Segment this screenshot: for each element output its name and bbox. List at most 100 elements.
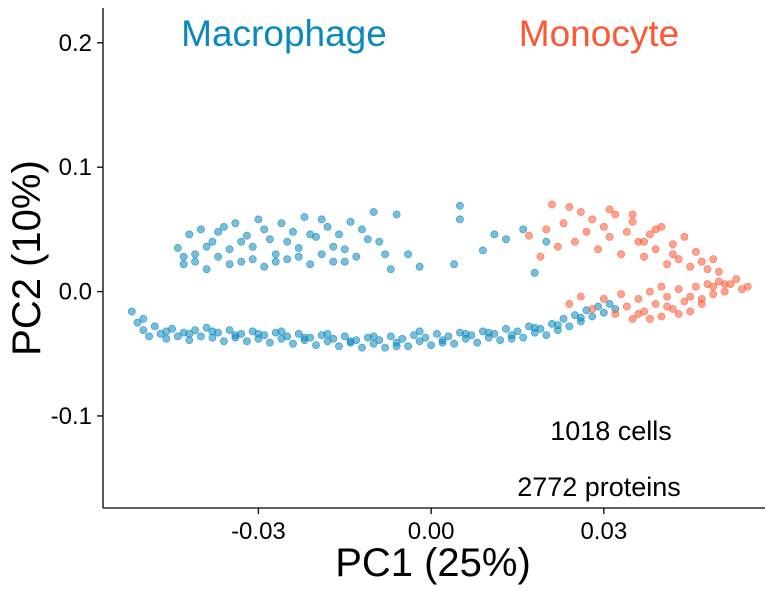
data-point-monocyte-2 [542, 225, 551, 234]
data-point-macrophage-144 [225, 260, 234, 269]
data-point-macrophage-94 [346, 337, 355, 346]
data-point-macrophage-32 [312, 341, 320, 349]
data-point-macrophage-124 [283, 255, 292, 264]
data-point-macrophage-95 [369, 332, 378, 341]
data-point-monocyte-67 [709, 282, 718, 291]
data-point-macrophage-28 [289, 339, 297, 348]
data-point-macrophage-164 [478, 246, 487, 255]
y-tick-label: 0.1 [59, 154, 92, 181]
data-point-monocyte-60 [743, 282, 752, 291]
data-point-monocyte-74 [605, 205, 614, 214]
data-point-monocyte-54 [709, 290, 718, 298]
data-point-monocyte-49 [680, 297, 689, 306]
data-point-macrophage-44 [381, 343, 389, 352]
data-point-monocyte-7 [571, 237, 579, 246]
data-point-macrophage-135 [346, 217, 355, 226]
data-point-monocyte-65 [686, 292, 695, 301]
data-point-macrophage-167 [519, 225, 528, 234]
data-point-monocyte-45 [657, 312, 666, 321]
data-point-monocyte-62 [634, 310, 643, 318]
data-point-monocyte-21 [651, 245, 660, 254]
data-point-macrophage-92 [300, 333, 309, 342]
data-point-monocyte-11 [594, 245, 602, 254]
data-point-macrophage-112 [214, 252, 222, 261]
data-point-macrophage-3 [145, 332, 153, 341]
x-axis-title: PC1 (25%) [335, 541, 531, 585]
data-point-macrophage-113 [219, 222, 228, 231]
data-point-macrophage-106 [179, 260, 188, 269]
data-point-macrophage-146 [248, 255, 257, 264]
data-point-monocyte-6 [565, 203, 574, 211]
data-point-macrophage-72 [542, 331, 551, 339]
data-point-macrophage-24 [265, 338, 274, 347]
data-point-macrophage-111 [208, 237, 217, 246]
data-point-macrophage-101 [507, 334, 516, 343]
group-label-monocyte: Monocyte [519, 13, 679, 54]
data-point-monocyte-41 [634, 295, 643, 303]
data-point-macrophage-17 [225, 326, 234, 334]
data-point-macrophage-49 [409, 331, 418, 339]
data-point-macrophage-86 [162, 327, 171, 336]
data-point-macrophage-12 [196, 332, 205, 341]
data-point-macrophage-36 [335, 342, 343, 351]
data-point-macrophage-153 [329, 242, 338, 251]
data-point-macrophage-166 [502, 235, 510, 244]
data-point-macrophage-29 [294, 329, 303, 338]
data-point-monocyte-38 [617, 290, 625, 298]
data-point-macrophage-169 [542, 237, 551, 246]
data-point-macrophage-121 [265, 235, 274, 244]
data-point-macrophage-60 [473, 338, 482, 347]
data-point-monocyte-69 [657, 282, 666, 291]
data-point-monocyte-30 [703, 265, 712, 274]
data-point-macrophage-45 [386, 332, 395, 341]
data-point-macrophage-161 [455, 201, 464, 210]
data-point-macrophage-168 [530, 268, 539, 277]
x-tick-label: -0.03 [231, 518, 286, 545]
data-point-macrophage-126 [294, 244, 303, 252]
data-point-macrophage-159 [404, 250, 412, 259]
data-point-macrophage-37 [340, 332, 349, 341]
data-point-macrophage-102 [530, 323, 539, 332]
data-point-macrophage-133 [335, 230, 343, 239]
data-point-macrophage-53 [432, 329, 441, 338]
data-point-monocyte-10 [588, 215, 597, 224]
y-tick-label: 0.0 [59, 279, 92, 306]
data-point-macrophage-91 [277, 327, 286, 336]
data-point-macrophage-103 [553, 321, 562, 330]
data-point-macrophage-87 [185, 329, 194, 338]
data-point-macrophage-142 [202, 242, 211, 251]
data-point-macrophage-155 [375, 237, 384, 246]
data-point-monocyte-15 [617, 250, 625, 259]
data-point-monocyte-37 [611, 310, 620, 318]
data-point-monocyte-3 [548, 200, 556, 209]
data-point-monocyte-1 [536, 252, 545, 261]
data-point-macrophage-56 [450, 339, 458, 348]
data-point-monocyte-50 [686, 307, 695, 316]
data-point-macrophage-82 [599, 308, 608, 317]
data-point-monocyte-12 [599, 222, 608, 231]
data-point-monocyte-71 [651, 225, 660, 234]
data-point-monocyte-28 [692, 247, 700, 256]
data-point-macrophage-139 [369, 208, 378, 216]
data-point-macrophage-160 [415, 262, 424, 271]
data-point-macrophage-2 [139, 326, 148, 334]
data-point-macrophage-123 [277, 219, 286, 228]
data-point-macrophage-143 [214, 227, 222, 236]
data-point-monocyte-35 [588, 305, 597, 313]
y-tick-label: -0.1 [51, 403, 92, 430]
data-point-monocyte-5 [559, 219, 568, 228]
data-point-macrophage-55 [444, 332, 453, 341]
data-point-macrophage-80 [588, 312, 597, 321]
data-point-monocyte-46 [663, 292, 671, 301]
data-point-monocyte-34 [576, 292, 585, 301]
data-point-monocyte-26 [680, 232, 689, 241]
data-point-macrophage-136 [352, 252, 361, 261]
data-point-macrophage-147 [260, 225, 269, 234]
x-axis-ticks: -0.03 0.00 0.03 [231, 508, 627, 545]
data-point-macrophage-76 [565, 322, 574, 331]
data-point-macrophage-107 [185, 230, 194, 239]
data-point-monocyte-44 [651, 300, 660, 308]
data-point-monocyte-64 [674, 310, 683, 318]
data-point-macrophage-75 [559, 314, 568, 323]
